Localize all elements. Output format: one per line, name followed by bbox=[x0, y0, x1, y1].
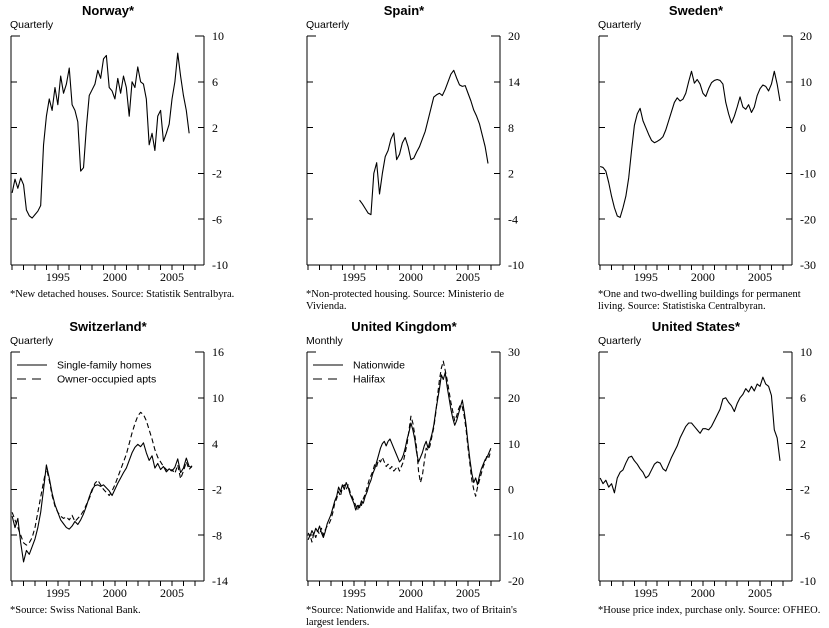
footnote-sweden: *One and two-dwelling buildings for perm… bbox=[598, 289, 801, 312]
line-chart-united-states: 10 6 2 -2 -6 -10 1995 2000 2005 bbox=[598, 347, 816, 600]
svg-text:-30: -30 bbox=[800, 258, 816, 272]
svg-text:10: 10 bbox=[800, 75, 812, 89]
footnote-switzerland: *Source: Swiss National Bank. bbox=[10, 605, 141, 616]
svg-text:14: 14 bbox=[508, 75, 520, 89]
footnote-united-states: *House price index, purchase only. Sourc… bbox=[598, 605, 821, 616]
panel-title-united-kingdom: United Kingdom* bbox=[351, 319, 457, 334]
panel-norway: Norway* Quarterly 10 6 2 -2 -6 -10 1995 2000 200… bbox=[0, 0, 285, 316]
svg-text:2005: 2005 bbox=[160, 586, 184, 600]
line-chart-united-kingdom: 30 20 10 0 -10 -20 1995 2000 2005 Nationwide Halif… bbox=[306, 347, 524, 600]
svg-text:-10: -10 bbox=[508, 258, 524, 272]
svg-text:Nationwide: Nationwide bbox=[353, 360, 405, 372]
svg-text:16: 16 bbox=[212, 347, 224, 359]
svg-text:1995: 1995 bbox=[634, 586, 658, 600]
svg-text:0: 0 bbox=[800, 121, 806, 135]
svg-text:Single-family homes: Single-family homes bbox=[57, 360, 152, 372]
svg-text:1995: 1995 bbox=[634, 270, 658, 284]
svg-text:2005: 2005 bbox=[160, 270, 184, 284]
svg-text:-20: -20 bbox=[508, 574, 524, 588]
svg-text:10: 10 bbox=[212, 31, 224, 43]
svg-text:Halifax: Halifax bbox=[353, 374, 386, 386]
svg-text:2000: 2000 bbox=[103, 270, 127, 284]
frequency-label-spain: Quarterly bbox=[306, 19, 350, 31]
svg-text:4: 4 bbox=[212, 437, 218, 451]
footnote-spain: *Non-protected housing. Source: Minister… bbox=[306, 289, 505, 312]
line-chart-sweden: 20 10 0 -10 -20 -30 1995 2000 2005 bbox=[598, 31, 816, 284]
footnote-norway: *New detached houses. Source: Statistik … bbox=[10, 289, 235, 300]
svg-text:-20: -20 bbox=[800, 212, 816, 226]
svg-text:30: 30 bbox=[508, 347, 520, 359]
svg-text:1995: 1995 bbox=[342, 270, 366, 284]
panel-spain: Spain* Quarterly 20 14 8 2 -4 -10 1995 2000 2005… bbox=[285, 0, 560, 316]
svg-text:-4: -4 bbox=[508, 212, 518, 226]
panel-title-united-states: United States* bbox=[651, 319, 741, 334]
svg-text:6: 6 bbox=[800, 391, 806, 405]
svg-text:-6: -6 bbox=[212, 212, 222, 226]
frequency-label-switzerland: Quarterly bbox=[10, 335, 54, 347]
svg-text:2005: 2005 bbox=[456, 270, 480, 284]
svg-text:-2: -2 bbox=[800, 483, 810, 497]
frequency-label-norway: Quarterly bbox=[10, 19, 54, 31]
svg-text:2000: 2000 bbox=[691, 586, 715, 600]
svg-text:-2: -2 bbox=[212, 167, 222, 181]
svg-text:Owner-occupied apts: Owner-occupied apts bbox=[57, 374, 156, 386]
panel-title-sweden: Sweden* bbox=[668, 3, 724, 18]
svg-text:1995: 1995 bbox=[342, 586, 366, 600]
frequency-label-united-states: Quarterly bbox=[598, 335, 642, 347]
panel-title-switzerland: Switzerland* bbox=[69, 319, 147, 334]
svg-text:8: 8 bbox=[508, 121, 514, 135]
panel-united-kingdom: United Kingdom* Monthly 30 20 10 0 -10 -20 199… bbox=[285, 316, 560, 628]
svg-text:2005: 2005 bbox=[748, 586, 772, 600]
panel-sweden: Sweden* Quarterly 20 10 0 -10 -20 -30 1995 2000… bbox=[560, 0, 829, 316]
svg-text:2: 2 bbox=[508, 167, 514, 181]
svg-text:2000: 2000 bbox=[691, 270, 715, 284]
svg-text:10: 10 bbox=[508, 437, 520, 451]
panel-title-norway: Norway* bbox=[81, 3, 135, 18]
line-chart-switzerland: 16 10 4 -2 -8 -14 1995 2000 2005 Single-family ho… bbox=[10, 347, 228, 600]
svg-text:-6: -6 bbox=[800, 528, 810, 542]
panel-title-spain: Spain* bbox=[383, 3, 425, 18]
svg-text:2000: 2000 bbox=[399, 270, 423, 284]
line-chart-norway: 10 6 2 -2 -6 -10 1995 2000 2005 bbox=[10, 31, 228, 284]
line-chart-spain: 20 14 8 2 -4 -10 1995 2000 2005 bbox=[306, 31, 524, 284]
svg-text:2000: 2000 bbox=[103, 586, 127, 600]
svg-text:20: 20 bbox=[508, 31, 520, 43]
svg-text:1995: 1995 bbox=[46, 586, 70, 600]
svg-text:10: 10 bbox=[800, 347, 812, 359]
svg-text:2: 2 bbox=[800, 437, 806, 451]
svg-text:2000: 2000 bbox=[399, 586, 423, 600]
svg-text:-10: -10 bbox=[508, 528, 524, 542]
svg-text:-10: -10 bbox=[800, 167, 816, 181]
svg-text:-8: -8 bbox=[212, 528, 222, 542]
frequency-label-sweden: Quarterly bbox=[598, 19, 642, 31]
svg-text:20: 20 bbox=[800, 31, 812, 43]
svg-text:0: 0 bbox=[508, 483, 514, 497]
svg-text:20: 20 bbox=[508, 391, 520, 405]
panel-united-states: United States* Quarterly 10 6 2 -2 -6 -10 1995… bbox=[560, 316, 829, 628]
svg-text:2005: 2005 bbox=[748, 270, 772, 284]
svg-text:-2: -2 bbox=[212, 483, 222, 497]
svg-text:2: 2 bbox=[212, 121, 218, 135]
svg-text:-10: -10 bbox=[800, 574, 816, 588]
panel-switzerland: Switzerland* Quarterly 16 10 4 -2 -8 -14 1995 2… bbox=[0, 316, 285, 628]
svg-text:-10: -10 bbox=[212, 258, 228, 272]
frequency-label-united-kingdom: Monthly bbox=[306, 335, 343, 347]
svg-text:-14: -14 bbox=[212, 574, 228, 588]
svg-text:6: 6 bbox=[212, 75, 218, 89]
footnote-united-kingdom: *Source: Nationwide and Halifax, two of … bbox=[306, 605, 517, 628]
svg-text:2005: 2005 bbox=[456, 586, 480, 600]
svg-text:10: 10 bbox=[212, 391, 224, 405]
svg-text:1995: 1995 bbox=[46, 270, 70, 284]
